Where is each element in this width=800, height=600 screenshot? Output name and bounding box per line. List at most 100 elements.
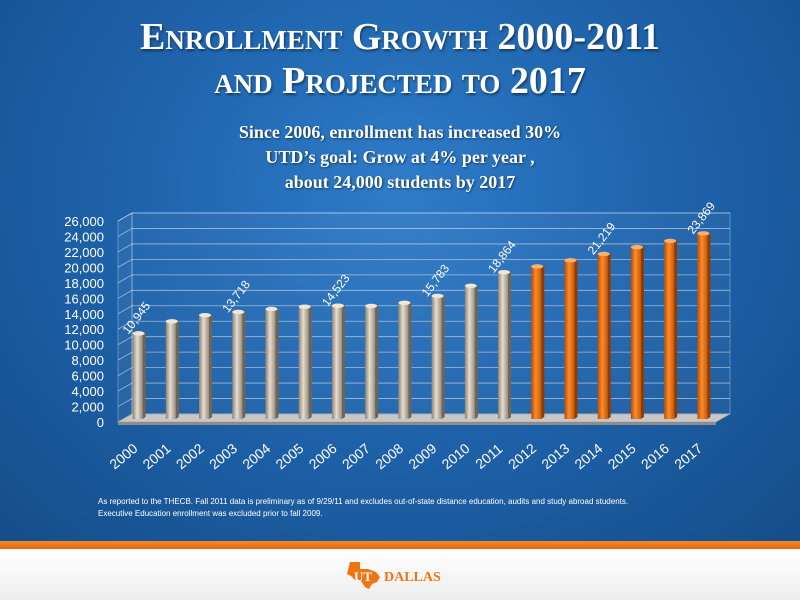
x-tick-label: 2016	[638, 440, 672, 472]
bar-2002	[199, 316, 210, 419]
bar-2017	[697, 234, 708, 419]
x-tick-label: 2001	[140, 440, 174, 472]
x-tick-label: 2011	[472, 440, 506, 472]
gridline	[117, 398, 730, 407]
gridline	[117, 336, 730, 346]
bar-top-2001	[165, 319, 178, 324]
bar-side-2010	[474, 284, 478, 419]
bar-2006	[331, 306, 342, 419]
x-tick-label: 2003	[206, 440, 240, 472]
bar-top-2007	[365, 303, 378, 309]
bar-2009	[431, 296, 442, 419]
bar-2007	[365, 306, 376, 419]
bar-2013	[564, 261, 575, 419]
gridline	[117, 320, 730, 330]
subtitle-line-2: UTD’s goal: Grow at 4% per year ,	[265, 147, 535, 167]
bar-side-2013	[574, 259, 578, 419]
bar-top-2014	[597, 251, 610, 257]
x-tick-label: 2017	[671, 440, 705, 472]
y-tick-label: 4,000	[71, 384, 104, 399]
bar-top-2012	[531, 264, 544, 269]
bar-2014	[597, 254, 608, 419]
gridline	[117, 212, 730, 222]
bar-side-2007	[375, 304, 379, 419]
bar-2012	[531, 267, 542, 419]
gridline	[117, 243, 730, 253]
x-tick-label: 2000	[106, 440, 140, 472]
bar-2001	[165, 322, 176, 419]
gridline	[117, 351, 730, 361]
bar-side-2012	[541, 265, 545, 419]
enrollment-bar-chart: 02,0004,0006,0008,00010,00012,00014,0001…	[64, 199, 732, 472]
bar-2016	[664, 241, 675, 419]
x-tick-label: 2002	[173, 440, 207, 472]
y-tick-label: 24,000	[64, 229, 104, 244]
chart-floor-edge	[118, 422, 716, 425]
bar-top-2003	[232, 309, 245, 315]
bar-side-2000	[142, 332, 146, 419]
bar-side-2004	[275, 307, 279, 419]
bar-side-2009	[441, 294, 445, 419]
x-tick-label: 2015	[605, 440, 639, 472]
bar-2015	[630, 248, 641, 419]
gridline	[117, 289, 730, 299]
gridline	[117, 258, 730, 268]
y-tick-label: 2,000	[71, 400, 104, 415]
y-tick-label: 26,000	[64, 214, 104, 229]
bar-side-2015	[640, 246, 644, 419]
bar-top-2010	[464, 283, 477, 289]
bar-side-2006	[341, 304, 345, 419]
x-tick-label: 2014	[571, 440, 605, 472]
bar-side-2011	[508, 271, 512, 419]
bar-top-2015	[630, 244, 643, 250]
bar-2004	[265, 309, 276, 419]
footer-bar	[0, 549, 800, 600]
bar-side-2005	[308, 305, 312, 419]
x-tick-label: 2004	[239, 440, 273, 472]
bar-side-2002	[209, 314, 213, 419]
y-tick-label: 6,000	[71, 369, 104, 384]
bar-side-2017	[707, 232, 711, 419]
subtitle-line-1: Since 2006, enrollment has increased 30%	[238, 122, 562, 142]
y-tick-label: 18,000	[64, 276, 104, 291]
bar-2011	[498, 273, 509, 419]
texas-shape-icon	[347, 562, 380, 589]
gridline	[117, 367, 730, 376]
x-tick-label: 2012	[505, 440, 539, 472]
x-tick-label: 2013	[538, 440, 572, 472]
orange-accent-band	[0, 541, 800, 549]
bar-top-2000	[132, 331, 145, 336]
x-tick-label: 2010	[439, 440, 473, 472]
bar-2000	[132, 334, 143, 419]
svg-text:UT: UT	[354, 569, 372, 584]
bar-2003	[232, 312, 243, 419]
x-tick-label: 2007	[339, 440, 373, 472]
gridline	[117, 382, 730, 392]
bar-side-2003	[242, 310, 246, 419]
x-tick-label: 2008	[372, 440, 406, 472]
y-tick-label: 22,000	[64, 245, 104, 260]
y-tick-label: 16,000	[64, 291, 104, 306]
bar-top-2016	[664, 238, 677, 244]
title-line-1: Enrollment Growth 2000-2011	[140, 16, 660, 58]
bar-top-2011	[498, 269, 511, 275]
y-tick-label: 8,000	[71, 353, 104, 368]
y-tick-label: 14,000	[64, 307, 104, 322]
x-tick-label: 2006	[306, 440, 340, 472]
bar-2005	[298, 307, 309, 419]
x-tick-label: 2005	[272, 440, 306, 472]
bar-top-2017	[697, 231, 710, 236]
y-tick-label: 20,000	[64, 260, 104, 275]
bar-side-2016	[674, 239, 678, 419]
gridline	[117, 274, 730, 284]
footnote-line-1: As reported to the THECB. Fall 2011 data…	[98, 497, 629, 506]
x-tick-label: 2009	[405, 440, 439, 472]
bar-side-2008	[408, 301, 412, 419]
y-tick-label: 0	[97, 415, 104, 430]
y-tick-label: 10,000	[64, 338, 104, 353]
gridline	[117, 305, 730, 315]
plot-area: 02,0004,0006,0008,00010,00012,00014,0001…	[64, 199, 732, 472]
bar-side-2014	[607, 252, 611, 419]
svg-text:DALLAS: DALLAS	[384, 570, 441, 585]
ut-dallas-logo: UT DALLAS	[347, 562, 441, 589]
